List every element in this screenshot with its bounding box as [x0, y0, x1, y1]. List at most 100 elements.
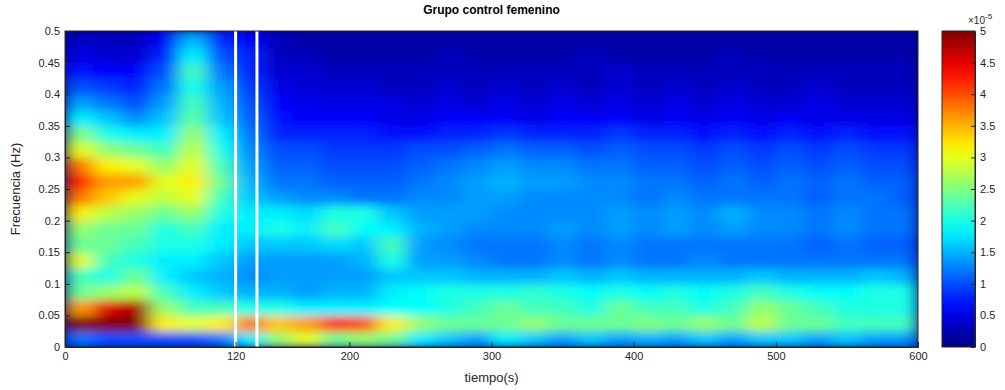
tick-mark: [971, 315, 975, 316]
cell: [435, 284, 464, 300]
x-axis-title: tiempo(s): [464, 370, 518, 385]
tick-mark: [971, 31, 975, 32]
cell: [605, 142, 634, 158]
cell: [207, 284, 236, 300]
cell: [406, 300, 435, 316]
cell: [207, 189, 236, 205]
cell: [122, 205, 151, 221]
cell: [207, 126, 236, 142]
cell: [719, 31, 748, 47]
cell: [65, 78, 94, 94]
marker-line: [255, 31, 258, 347]
cell: [406, 189, 435, 205]
cell: [349, 268, 378, 284]
cell: [321, 31, 350, 47]
cell: [662, 221, 691, 237]
cell: [65, 126, 94, 142]
cell: [691, 268, 720, 284]
cell: [463, 173, 492, 189]
cell: [520, 78, 549, 94]
cell: [435, 221, 464, 237]
cell: [236, 205, 265, 221]
cell: [378, 173, 407, 189]
cell: [605, 205, 634, 221]
cell: [349, 142, 378, 158]
cell: [292, 173, 321, 189]
cell: [463, 331, 492, 347]
cell: [492, 300, 521, 316]
cell: [321, 63, 350, 79]
tick-mark: [971, 347, 975, 348]
cell: [122, 142, 151, 158]
cell: [65, 47, 94, 63]
tick: 0.45: [39, 57, 70, 69]
cell: [122, 236, 151, 252]
cell: [804, 236, 833, 252]
cell: [236, 157, 265, 173]
tick-label: 0: [54, 341, 60, 353]
cell: [292, 252, 321, 268]
cell: [122, 300, 151, 316]
cell: [634, 252, 663, 268]
cell: [292, 236, 321, 252]
cell: [833, 205, 862, 221]
cell: [492, 284, 521, 300]
cell: [577, 142, 606, 158]
cell: [804, 94, 833, 110]
cell: [890, 157, 918, 173]
tick-label: 0.3: [45, 151, 60, 163]
cell: [520, 284, 549, 300]
cell: [492, 126, 521, 142]
cell: [776, 284, 805, 300]
cell: [890, 236, 918, 252]
cell: [122, 126, 151, 142]
cell: [150, 284, 179, 300]
cell: [662, 78, 691, 94]
cell: [691, 31, 720, 47]
cell: [691, 315, 720, 331]
cell: [150, 31, 179, 47]
cell: [548, 284, 577, 300]
cell: [634, 63, 663, 79]
cell: [520, 142, 549, 158]
tick-label: 4.5: [980, 57, 995, 69]
cell: [463, 189, 492, 205]
tick: 120: [227, 342, 245, 362]
cell: [207, 300, 236, 316]
cell: [378, 236, 407, 252]
cell: [747, 331, 776, 347]
cell: [378, 189, 407, 205]
cell: [321, 110, 350, 126]
cell: [321, 236, 350, 252]
cell: [435, 189, 464, 205]
cell: [378, 110, 407, 126]
cell: [605, 126, 634, 142]
tick: 2.5: [971, 183, 995, 195]
cell: [292, 47, 321, 63]
cell: [804, 110, 833, 126]
cell: [207, 221, 236, 237]
cell: [406, 221, 435, 237]
cell: [890, 142, 918, 158]
cell: [65, 205, 94, 221]
cell: [463, 157, 492, 173]
cell: [236, 236, 265, 252]
cell: [634, 142, 663, 158]
cell: [150, 331, 179, 347]
cell: [349, 47, 378, 63]
cell: [406, 173, 435, 189]
cell: [349, 63, 378, 79]
cell: [492, 173, 521, 189]
cell: [776, 252, 805, 268]
cell: [349, 221, 378, 237]
cell: [833, 157, 862, 173]
cell: [804, 142, 833, 158]
cell: [719, 284, 748, 300]
tick-mark: [776, 342, 777, 347]
cell: [93, 126, 122, 142]
cell: [804, 284, 833, 300]
cell: [890, 205, 918, 221]
cell: [520, 94, 549, 110]
cell: [378, 157, 407, 173]
cell: [207, 268, 236, 284]
